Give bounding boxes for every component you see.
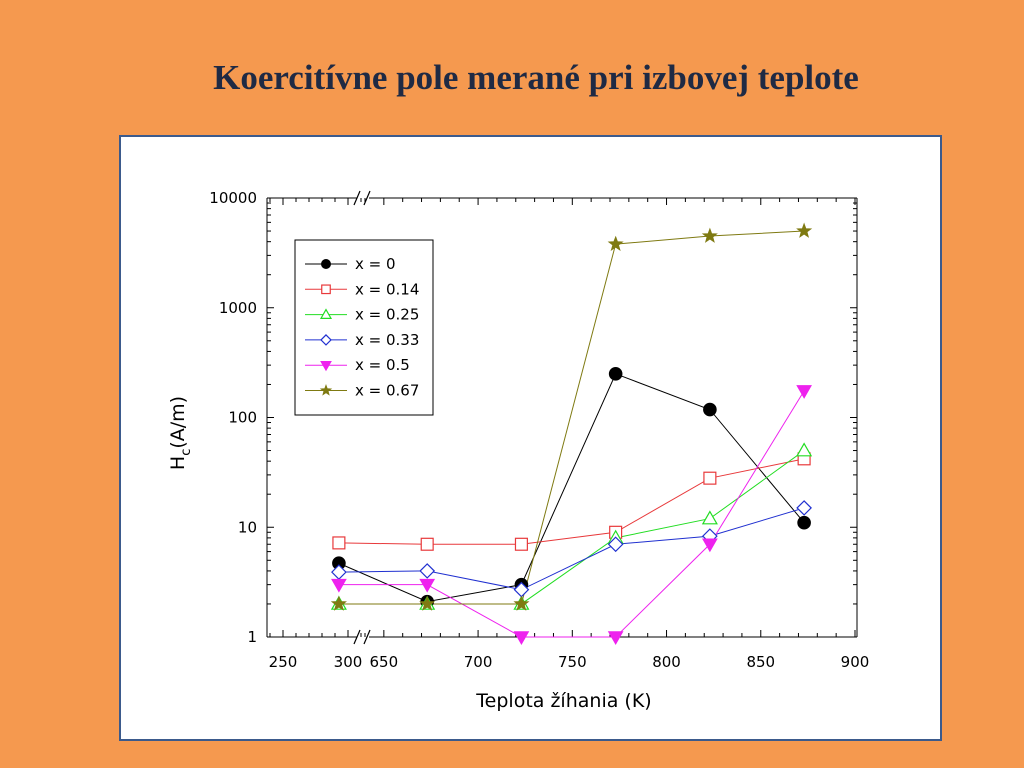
series-5: [338, 230, 805, 605]
data-point: [796, 222, 813, 238]
series-line: [338, 458, 805, 545]
x-tick-label: 650: [370, 653, 399, 671]
data-point: [796, 500, 812, 516]
data-point: [332, 536, 346, 550]
y-tick-label: 10000: [209, 189, 257, 207]
series-line: [338, 373, 805, 603]
legend-entry: x = 0.5: [305, 356, 410, 374]
data-point: [607, 536, 624, 553]
axis-break-gap: [357, 195, 369, 201]
data-point: [513, 631, 530, 646]
data-point: [608, 367, 623, 381]
legend-entry: x = 0.67: [305, 382, 419, 400]
y-tick-label: 1000: [219, 299, 257, 317]
data-point: [703, 471, 717, 485]
series-0: [338, 373, 805, 603]
data-point: [419, 578, 436, 593]
legend-label: x = 0.67: [355, 382, 419, 400]
legend-marker: [320, 360, 332, 372]
legend-marker: [319, 384, 333, 396]
data-point: [419, 595, 436, 611]
series-line: [338, 230, 805, 605]
axis-break-mark: [353, 190, 361, 206]
x-axis-title: Teplota žíhania (K): [475, 690, 651, 712]
y-axis-title-main: H: [167, 456, 189, 470]
data-point: [513, 595, 530, 611]
legend-entry: x = 0.14: [305, 280, 419, 298]
legend-label: x = 0: [355, 255, 396, 273]
slide-title: Koercitívne pole merané pri izbovej tepl…: [213, 58, 859, 97]
x-tick-label: 300: [334, 653, 363, 671]
legend-marker: [321, 284, 331, 295]
series-line: [338, 507, 805, 591]
legend-marker: [319, 308, 333, 319]
y-axis-title-unit: (A/m): [167, 396, 189, 449]
data-point: [420, 537, 434, 551]
series-4: [338, 390, 805, 638]
data-point: [797, 515, 811, 530]
data-point: [796, 442, 813, 457]
data-point: [514, 537, 528, 551]
axis-break-mark: [363, 629, 371, 645]
x-tick-label: 250: [269, 653, 298, 671]
legend-label: x = 0.5: [355, 356, 410, 374]
series-markers-4: [331, 385, 812, 646]
legend-marker: [320, 334, 332, 346]
series-markers-5: [330, 222, 813, 611]
data-point: [702, 538, 718, 553]
data-point: [701, 227, 718, 243]
data-point: [701, 510, 718, 525]
data-point: [607, 235, 624, 251]
legend-entry: x = 0: [305, 255, 396, 273]
axis-break-mark: [353, 629, 361, 645]
axis-break-mark: [363, 190, 371, 206]
legend-label: x = 0.33: [355, 331, 419, 349]
data-point: [331, 578, 347, 593]
legend-label: x = 0.25: [355, 306, 419, 324]
y-tick-label: 1: [247, 628, 257, 646]
series-markers-1: [332, 452, 811, 551]
data-point: [703, 402, 717, 417]
y-tick-label: 100: [228, 409, 257, 427]
x-tick-label: 850: [746, 653, 775, 671]
chart-panel: 1 10 100 1000 10000 250 300 650 700 750 800 850 900 …: [119, 135, 942, 741]
series-line: [338, 390, 805, 638]
series-markers-3: [331, 500, 812, 598]
legend-box: [294, 239, 434, 416]
data-point: [796, 385, 812, 399]
legend-marker: [321, 259, 331, 269]
series-3: [338, 507, 805, 591]
x-tick-label: 700: [464, 653, 493, 671]
data-point: [330, 595, 347, 611]
y-axis-title-sub: c: [179, 449, 194, 456]
x-tick-label: 800: [652, 653, 681, 671]
legend-label: x = 0.14: [355, 280, 419, 298]
data-point: [419, 563, 436, 579]
legend-entry: x = 0.25: [305, 306, 419, 324]
x-tick-label: 750: [558, 653, 587, 671]
series-1: [338, 458, 805, 545]
x-tick-label: 900: [841, 653, 870, 671]
data-point: [607, 631, 624, 646]
legend-entry: x = 0.33: [305, 331, 419, 349]
y-tick-label: 10: [238, 518, 257, 536]
y-axis-title: Hc(A/m): [167, 396, 194, 470]
axis-break-gap: [357, 634, 369, 640]
